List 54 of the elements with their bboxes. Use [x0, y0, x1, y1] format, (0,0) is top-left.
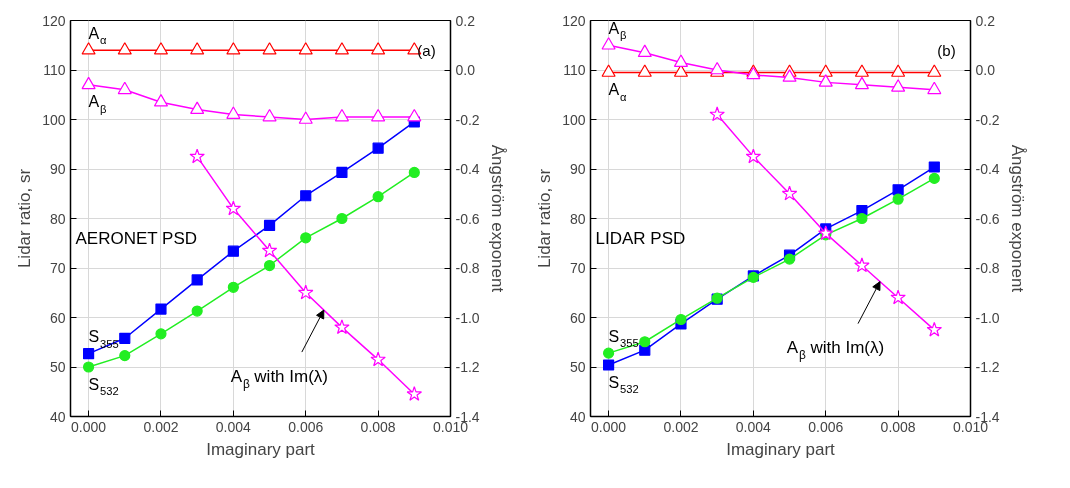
annotation: (b)	[937, 42, 956, 59]
y2-tick-label: -0.2	[455, 111, 480, 128]
y-tick-label: 90	[569, 161, 586, 177]
y-tick-label: 100	[42, 111, 66, 128]
x-tick-label: 0.006	[288, 418, 324, 435]
y-tick-label: 120	[42, 12, 66, 29]
y-tick-label: 50	[49, 359, 66, 375]
y2-tick-label: -0.8	[455, 260, 480, 276]
x-tick-label: 0.000	[71, 418, 107, 435]
y-axis-title: Lidar ratio, sr	[535, 168, 555, 269]
y-tick-label: 100	[562, 111, 586, 128]
y2-tick-label: -1.2	[455, 359, 480, 375]
y2-tick-label: -0.6	[975, 210, 1000, 227]
y2-tick-label: -1.0	[455, 309, 480, 326]
y-tick-label: 80	[49, 210, 66, 227]
y-tick-label: 50	[569, 359, 586, 375]
y2-tick-label: -1.0	[975, 309, 1000, 326]
y2-tick-label: -0.4	[975, 161, 1000, 177]
y2-tick-label: -0.8	[975, 260, 1000, 276]
x-tick-label: 0.004	[735, 418, 772, 435]
x-tick-label: 0.000	[591, 418, 627, 435]
x-tick-label: 0.002	[663, 418, 699, 435]
y-tick-label: 40	[49, 408, 66, 425]
y-tick-label: 80	[569, 210, 586, 227]
y2-axis-title: Ångström exponent	[487, 144, 507, 293]
y2-tick-label: -1.2	[975, 359, 1000, 375]
x-tick-label: 0.008	[360, 418, 396, 435]
annotation: (a)	[417, 42, 436, 59]
y-tick-label: 40	[569, 408, 586, 425]
x-tick-label: 0.004	[215, 418, 252, 435]
y2-tick-label: 0.0	[975, 62, 996, 78]
y-tick-label: 60	[49, 309, 66, 326]
y2-tick-label: 0.2	[975, 12, 996, 29]
y-tick-label: 110	[43, 62, 66, 78]
y-tick-label: 60	[569, 309, 586, 326]
x-axis-title: Imaginary part	[206, 439, 316, 459]
y-tick-label: 70	[49, 260, 66, 276]
y2-axis-title: Ångström exponent	[1007, 144, 1027, 293]
x-tick-label: 0.002	[143, 418, 179, 435]
y-axis-title: Lidar ratio, sr	[15, 168, 35, 269]
y-tick-label: 70	[569, 260, 586, 276]
annotation: LIDAR PSD	[595, 228, 686, 248]
annotation: AERONET PSD	[75, 228, 198, 248]
y2-tick-label: 0.2	[455, 12, 476, 29]
x-tick-label: 0.006	[808, 418, 844, 435]
y-tick-label: 120	[562, 12, 586, 29]
y2-tick-label: -0.2	[975, 111, 1000, 128]
y2-tick-label: 0.0	[455, 62, 476, 78]
y-tick-label: 90	[49, 161, 66, 177]
x-axis-title: Imaginary part	[726, 439, 836, 459]
x-tick-label: 0.008	[880, 418, 916, 435]
y-tick-label: 110	[563, 62, 586, 78]
y2-tick-label: -0.4	[455, 161, 480, 177]
y2-tick-label: -0.6	[455, 210, 480, 227]
